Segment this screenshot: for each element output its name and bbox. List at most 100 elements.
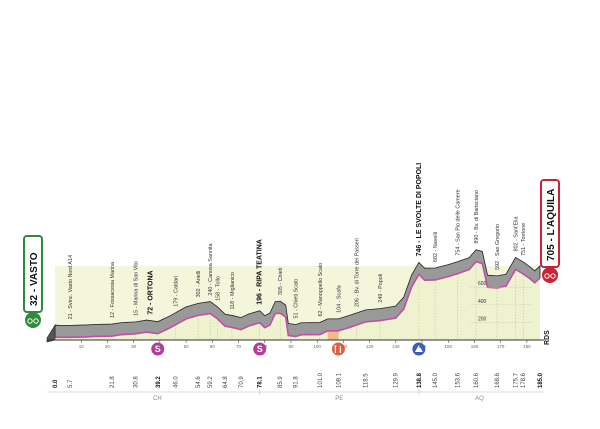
km-minor-tick-label: 150	[444, 344, 452, 349]
intermediate-sprint-marker	[252, 341, 268, 357]
km-minor-tick-label: 170	[497, 344, 505, 349]
place-label: 249 - Popoli	[378, 274, 384, 303]
bicycle-wheel-icon	[33, 318, 39, 324]
place-label: 62 - Manoppello Scalo	[318, 263, 324, 317]
region-label: AQ	[475, 396, 484, 402]
altitude-scale-group: 600 400 200	[470, 281, 532, 323]
feed-zone-band	[327, 330, 339, 340]
place-label: 240 - Canosa Sannita	[208, 243, 214, 295]
km-minor-tick-label: 180	[523, 344, 531, 349]
km-tick-label: 64.8	[223, 376, 229, 388]
km-minor-tick-label: 50	[184, 344, 190, 349]
place-label: 118 - Miglianico	[230, 272, 236, 309]
km-minor-tick-label: 70	[236, 344, 242, 349]
km-minor-tick-label: 60	[210, 344, 216, 349]
km-minor-tick-label: 90	[288, 344, 294, 349]
place-label: 51 - Chieti Scalo	[294, 279, 300, 319]
km-tick-label: 78.1	[258, 376, 264, 388]
place-label: 592 - San Gregorio	[495, 224, 501, 270]
place-label: 179 - Caldari	[174, 276, 180, 307]
altitude-scale-label: 600	[478, 281, 487, 287]
km-axis-group: 10 20 30 40 50 60 70 80 90 100 110 120 130 140 150 160 1…	[47, 339, 544, 388]
km-tick-label: 108.1	[336, 372, 342, 388]
km-tick-label: 46.0	[174, 376, 180, 388]
route-line	[54, 260, 541, 339]
km-tick-label: 160.6	[474, 372, 480, 388]
profile-group	[46, 249, 541, 343]
place-label: 158 - Tollo	[216, 276, 222, 301]
km-tick-label: 153.6	[456, 372, 462, 388]
intermediate-sprint-symbol: S	[257, 344, 263, 354]
km-minor-tick-label: 80	[262, 344, 268, 349]
km-minor-tick-label: 20	[105, 344, 111, 349]
mountain-icon	[414, 345, 423, 352]
km-tick-label: 0.0	[53, 379, 59, 388]
place-label: 746 - LE SVOLTE DI POPOLI	[416, 163, 423, 257]
km-tick-label: 91.8	[294, 376, 300, 388]
altitude-scale-label: 200	[478, 316, 487, 322]
place-label: 72 - ORTONA	[148, 270, 155, 314]
place-label: 12 - Fossacesia Marina	[110, 262, 116, 318]
km-tick-label: 5.7	[68, 379, 74, 388]
place-label: 196 - RIPA TEATINA	[257, 239, 264, 305]
bicycle-wheel-icon	[27, 318, 33, 324]
km-tick-label: 39.2	[156, 376, 162, 388]
km-tick-label: 145.0	[433, 372, 439, 388]
place-label: 302 - Arielli	[196, 271, 202, 298]
intermediate-sprint-symbol: S	[155, 344, 161, 354]
place-label: 754 - San Pio delle Camere	[456, 189, 462, 255]
place-label: 21 - Svinc. Vasto Nord A14	[68, 255, 74, 319]
place-label: 890 - Bv. di Barisciano	[474, 190, 480, 244]
bicycle-wheel-icon	[544, 273, 550, 279]
place-label: 682 - Navelli	[433, 232, 439, 262]
km-tick-label: 21.8	[110, 376, 116, 388]
km-minor-tick-label: 120	[366, 344, 374, 349]
km-minor-tick-label: 30	[131, 344, 137, 349]
km-tick-label: 129.9	[394, 372, 400, 388]
finish-label: 705 - L'AQUILA	[546, 189, 557, 261]
km-minor-tick-label: 40	[157, 344, 163, 349]
place-label: 15 - Marina di San Vito	[134, 261, 140, 316]
region-label: CH	[153, 396, 162, 402]
km-tick-label: 70.9	[239, 376, 245, 388]
km-tick-label: 59.2	[208, 376, 214, 388]
badges-group: RDS 32 - VASTO 705 - L'AQUILA	[23, 179, 560, 345]
start-bicycle-icon	[25, 312, 41, 328]
intermediate-sprint-marker	[150, 341, 166, 357]
fork-icon	[334, 345, 341, 353]
km-tick-label: 175.7	[514, 372, 520, 388]
km-minor-tick-label: 110	[340, 344, 348, 349]
km-minor-tick-label: 130	[392, 344, 400, 349]
altitude-scale-label: 400	[478, 299, 487, 305]
region-group: CH PE AQ	[47, 389, 544, 402]
km-minor-tick-label: 100	[313, 344, 321, 349]
km-tick-label: 85.9	[278, 376, 284, 388]
km-tick-label: 168.6	[495, 372, 501, 388]
brand-logo: RDS	[544, 330, 551, 345]
km-tick-label: 185.0	[538, 372, 544, 388]
place-labels-group: 21 - Svinc. Vasto Nord A14 12 - Fossacesi…	[68, 163, 527, 320]
place-label: 305 - Chieti	[278, 268, 284, 296]
km-tick-label: 118.5	[364, 373, 370, 388]
region-label: PE	[335, 396, 343, 402]
km-tick-label: 101.0	[318, 372, 324, 388]
profile-start-wall	[46, 324, 56, 343]
km-minor-tick-label: 140	[418, 344, 426, 349]
km-tick-label: 138.8	[417, 372, 423, 388]
place-label: 751 - Torrione	[521, 223, 527, 256]
km-minor-tick-label: 10	[79, 344, 85, 349]
place-drop-lines-group	[69, 261, 524, 340]
km-tick-label: 54.6	[196, 376, 202, 388]
feed-zone-group	[327, 330, 339, 340]
km-tick-label: 178.6	[521, 372, 527, 388]
bicycle-wheel-icon	[550, 273, 556, 279]
km-tick-label: 30.8	[134, 376, 140, 388]
place-label: 802 - Sant'Elia	[514, 217, 520, 252]
km-minor-tick-label: 160	[471, 344, 479, 349]
finish-bicycle-icon	[542, 267, 558, 283]
place-label: 206 - Bv. di Torre dei Passeri	[354, 238, 360, 307]
start-label: 32 - VASTO	[29, 252, 40, 306]
